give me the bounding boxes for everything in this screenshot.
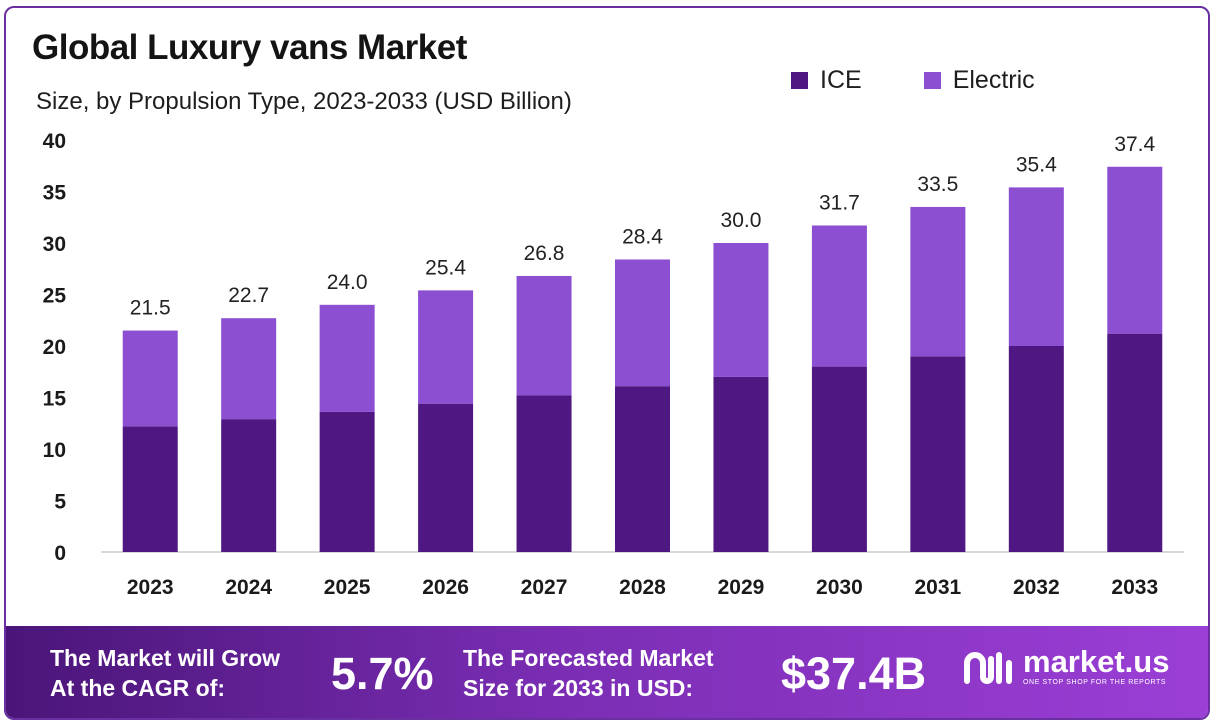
bar-ice-2026 [418, 403, 474, 552]
bar-electric-2028 [615, 259, 670, 387]
bar-ice-2028 [615, 386, 670, 552]
forecast-value: $37.4B [781, 648, 927, 699]
chart-subtitle: Size, by Propulsion Type, 2023-2033 (USD… [36, 88, 572, 115]
total-label-2025: 24.0 [327, 271, 368, 294]
y-tick-label-15: 15 [43, 388, 67, 411]
bar-electric-2024 [221, 318, 277, 420]
x-tick-label-2032: 2032 [1013, 576, 1060, 599]
bar-ice-2025 [319, 411, 375, 552]
x-tick-label-2033: 2033 [1111, 576, 1158, 599]
bar-ice-2029 [713, 376, 769, 552]
y-tick-label-0: 0 [54, 542, 66, 565]
cagr-label-line2: At the CAGR of: [50, 675, 226, 701]
bar-electric-2031 [910, 206, 966, 357]
legend-swatch-ice [791, 72, 808, 89]
forecast-label-line2: Size for 2033 in USD: [463, 675, 694, 701]
y-tick-label-10: 10 [43, 439, 66, 462]
total-label-2024: 22.7 [228, 284, 269, 307]
total-label-2029: 30.0 [721, 209, 762, 232]
cagr-label: The Market will Grow At the CAGR of: [50, 643, 280, 703]
brand-name: market.us [1023, 644, 1170, 679]
total-label-2030: 31.7 [819, 191, 860, 214]
total-label-2031: 33.5 [917, 173, 958, 196]
bar-electric-2033 [1107, 166, 1163, 334]
x-tick-label-2023: 2023 [127, 576, 174, 599]
bar-electric-2023 [122, 330, 178, 427]
x-tick-label-2025: 2025 [324, 576, 371, 599]
bar-ice-2032 [1008, 346, 1064, 552]
bar-ice-2030 [811, 366, 867, 552]
bar-ice-2023 [122, 426, 178, 552]
footer-banner: The Market will Grow At the CAGR of: 5.7… [6, 626, 1208, 718]
legend-item-ice: ICE [791, 66, 862, 95]
forecast-label: The Forecasted Market Size for 2033 in U… [463, 643, 714, 703]
bar-electric-2025 [319, 304, 375, 412]
chart-frame: Global Luxury vans Market Size, by Propu… [4, 6, 1210, 720]
brand-logo: market.us ONE STOP SHOP FOR THE REPORTS [961, 646, 1169, 687]
brand-tagline: ONE STOP SHOP FOR THE REPORTS [1023, 679, 1167, 686]
bar-electric-2027 [516, 275, 572, 396]
legend-swatch-electric [923, 72, 941, 89]
bar-electric-2032 [1008, 187, 1064, 346]
total-label-2023: 21.5 [130, 297, 171, 320]
bar-ice-2031 [910, 356, 966, 552]
total-label-2032: 35.4 [1016, 153, 1057, 176]
chart-title: Global Luxury vans Market [32, 28, 467, 67]
y-tick-label-30: 30 [43, 233, 66, 256]
bar-electric-2029 [713, 243, 769, 377]
y-tick-label-25: 25 [43, 285, 67, 308]
y-tick-label-35: 35 [43, 182, 67, 205]
legend: ICE Electric [791, 66, 1035, 95]
x-tick-label-2026: 2026 [422, 576, 469, 599]
total-label-2028: 28.4 [622, 225, 663, 248]
x-tick-label-2029: 2029 [718, 576, 765, 599]
x-tick-label-2031: 2031 [915, 576, 962, 599]
x-tick-label-2027: 2027 [521, 576, 568, 599]
forecast-label-line1: The Forecasted Market [463, 645, 714, 671]
bar-ice-2024 [221, 419, 277, 552]
legend-label-electric: Electric [952, 66, 1035, 94]
y-tick-label-40: 40 [43, 130, 66, 153]
legend-item-electric: Electric [923, 66, 1035, 95]
y-tick-label-20: 20 [43, 336, 66, 359]
y-tick-label-5: 5 [54, 491, 66, 514]
x-tick-label-2028: 2028 [619, 576, 666, 599]
bar-electric-2026 [418, 290, 474, 404]
market-us-logo-icon [964, 651, 1012, 684]
total-label-2026: 25.4 [425, 256, 466, 279]
bar-chart: 051015202530354021.5202322.7202424.02025… [43, 130, 1184, 599]
cagr-value: 5.7% [331, 648, 434, 699]
bar-ice-2033 [1107, 333, 1163, 552]
total-label-2033: 37.4 [1114, 133, 1155, 156]
total-label-2027: 26.8 [524, 242, 565, 265]
cagr-label-line1: The Market will Grow [50, 645, 281, 671]
bar-electric-2030 [811, 225, 867, 367]
legend-label-ice: ICE [820, 66, 862, 94]
x-tick-label-2030: 2030 [816, 576, 863, 599]
x-tick-label-2024: 2024 [225, 576, 272, 599]
bar-ice-2027 [516, 395, 572, 552]
